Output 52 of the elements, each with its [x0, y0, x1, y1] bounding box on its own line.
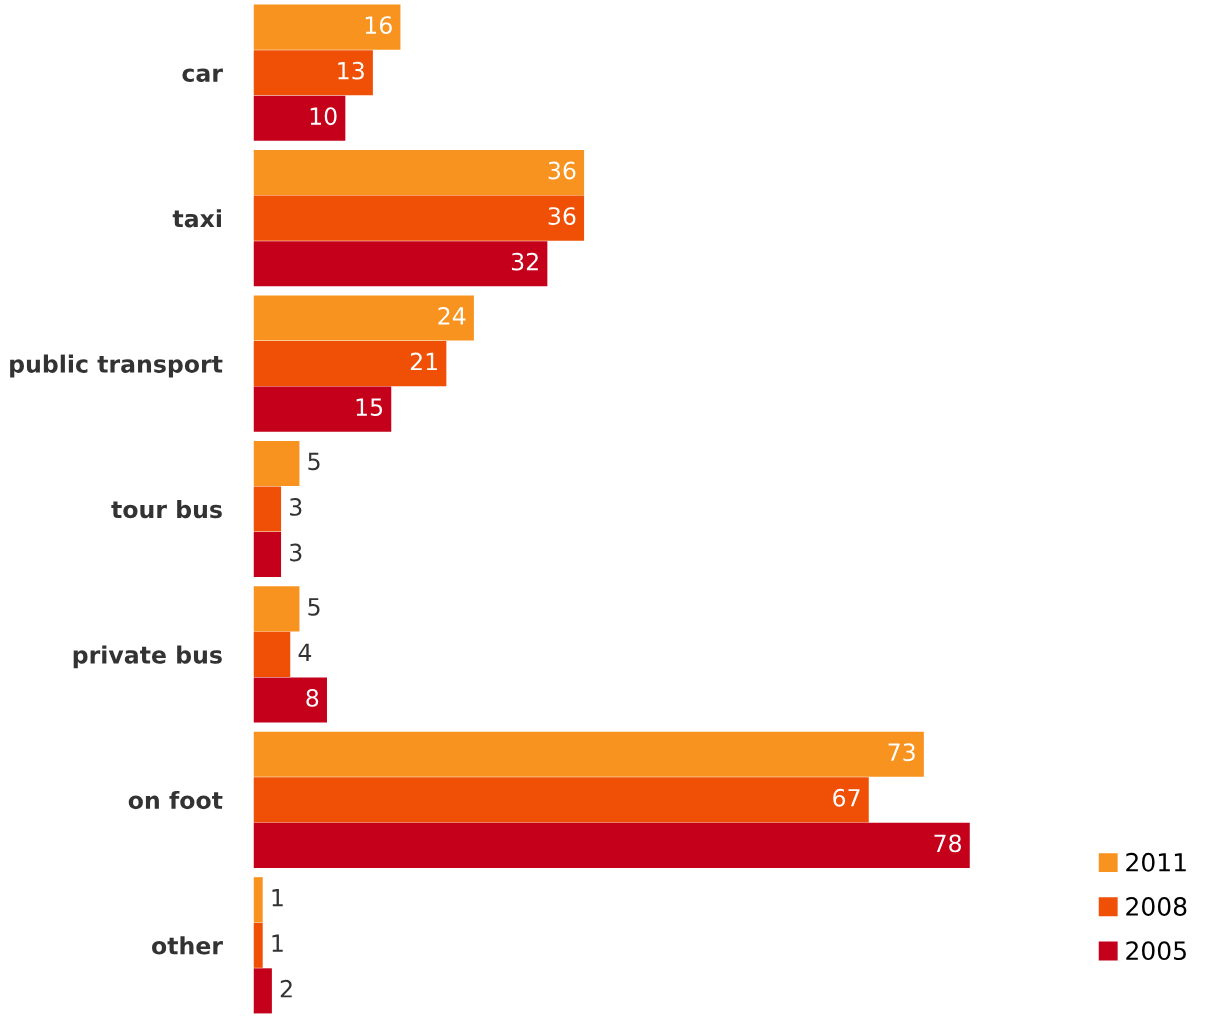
bar [253, 677, 327, 723]
data-label: 10 [310, 107, 337, 126]
bar [253, 631, 291, 677]
bar [253, 195, 585, 241]
data-label: 36 [548, 207, 576, 225]
y-tick-label: tour bus [111, 500, 222, 519]
bar [253, 877, 263, 923]
data-label: 5 [308, 598, 320, 616]
data-label: 3 [290, 543, 302, 562]
bar [253, 968, 272, 1014]
data-label: 5 [308, 452, 320, 471]
bar [253, 822, 970, 868]
y-tick-label: private bus [73, 645, 222, 669]
bar [253, 241, 548, 287]
bar [253, 386, 392, 432]
bar [253, 777, 869, 823]
data-label: 67 [833, 788, 860, 807]
bar [253, 295, 474, 341]
bar [253, 4, 401, 50]
data-label: 78 [934, 834, 961, 853]
bar [253, 532, 282, 578]
bar [253, 486, 282, 532]
legend-label: 2011 [1126, 852, 1186, 872]
legend-label: 2005 [1126, 941, 1186, 961]
bar [253, 150, 585, 196]
bar [253, 731, 924, 777]
data-label: 24 [438, 307, 466, 325]
bar [253, 95, 346, 141]
data-label: 73 [888, 743, 915, 762]
bar [253, 341, 447, 387]
data-label: 1 [272, 934, 283, 952]
bar [253, 440, 300, 486]
data-label: 16 [365, 16, 392, 34]
data-label: 32 [511, 252, 538, 271]
bar [253, 50, 373, 96]
data-label: 4 [298, 643, 312, 661]
bar [253, 586, 300, 632]
y-tick-label: on foot [128, 790, 223, 810]
data-label: 1 [272, 889, 283, 907]
data-label: 3 [290, 497, 302, 516]
bar [253, 922, 263, 968]
data-label: 21 [410, 352, 438, 371]
data-label: 13 [338, 61, 364, 80]
y-tick-label: taxi [172, 209, 221, 228]
legend-label: 2008 [1126, 897, 1187, 916]
data-label: 15 [356, 398, 383, 416]
y-tick-label: car [182, 68, 223, 83]
data-label: 36 [548, 161, 576, 180]
data-label: 2 [280, 979, 292, 998]
data-label: 8 [306, 688, 319, 707]
y-tick-label: other [152, 936, 223, 955]
y-tick-label: public transport [10, 354, 223, 378]
